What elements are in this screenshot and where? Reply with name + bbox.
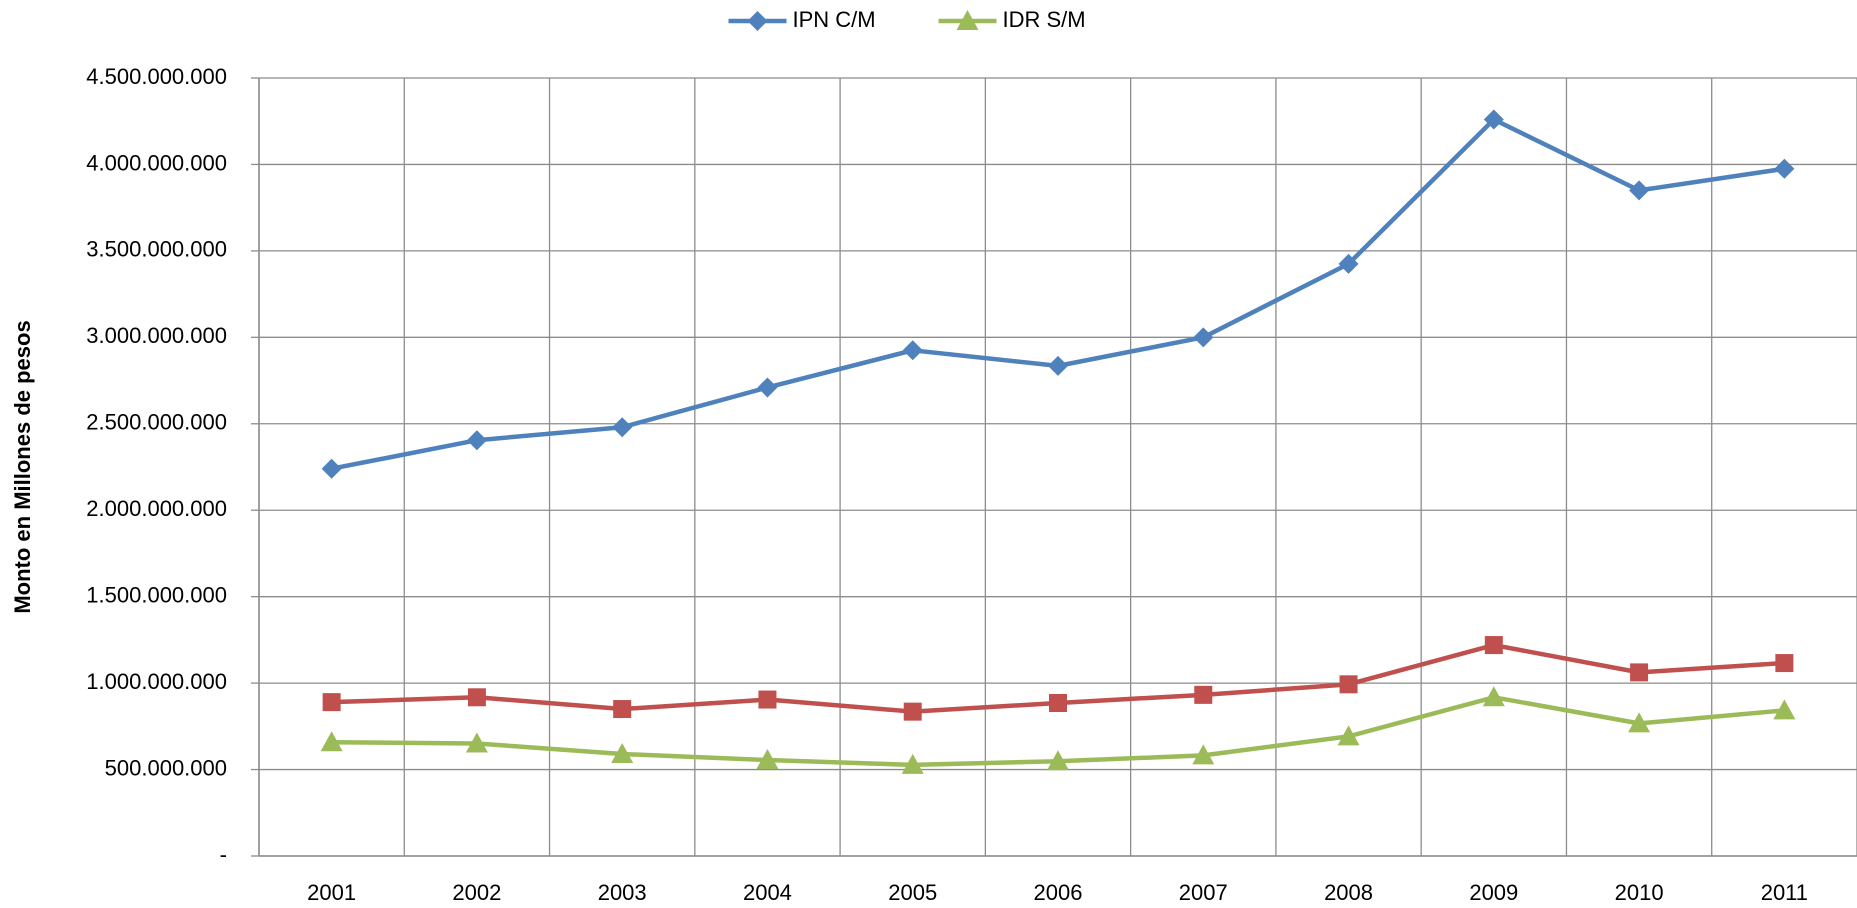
data-point (758, 690, 777, 709)
data-point (467, 688, 486, 707)
y-tick-label: 2.500.000.000 (86, 410, 227, 435)
data-point (1193, 327, 1214, 348)
data-point (756, 749, 779, 770)
x-tick-label: 2011 (1761, 880, 1808, 905)
data-point (1628, 712, 1651, 733)
y-tick-label: 3.500.000.000 (86, 237, 227, 262)
data-point (1630, 663, 1649, 682)
x-tick-label: 2008 (1324, 880, 1373, 905)
data-point (1482, 686, 1505, 707)
x-tick-label: 2007 (1179, 880, 1228, 905)
data-point (1338, 253, 1359, 274)
x-tick-label: 2005 (888, 880, 937, 905)
legend-marker (747, 11, 768, 31)
data-point (901, 753, 924, 774)
legend-label: IPN C/M (793, 7, 876, 32)
data-point (903, 702, 922, 721)
y-tick-label: 4.500.000.000 (86, 64, 227, 89)
x-tick-label: 2010 (1615, 880, 1664, 905)
x-tick-label: 2003 (598, 880, 647, 905)
y-tick-label: 3.000.000.000 (86, 323, 227, 348)
y-tick-label: 2.000.000.000 (86, 496, 227, 521)
data-point (757, 377, 778, 398)
data-point (1629, 180, 1650, 201)
y-axis-title: Monto en Millones de pesos (10, 320, 35, 613)
data-point (902, 340, 923, 361)
data-point (1047, 750, 1069, 771)
data-point (1483, 109, 1504, 130)
data-point (466, 430, 487, 451)
x-tick-label: 2004 (743, 880, 792, 905)
data-point (1194, 685, 1213, 704)
x-tick-label: 2002 (452, 880, 501, 905)
x-tick-label: 2006 (1034, 880, 1083, 905)
data-point (320, 731, 343, 752)
data-point (1192, 744, 1215, 765)
data-point (1339, 675, 1358, 694)
data-point (1049, 693, 1067, 712)
data-point (612, 417, 633, 438)
data-point (465, 732, 488, 753)
data-point (611, 742, 634, 763)
x-tick-label: 2001 (307, 880, 356, 905)
y-tick-label: 500.000.000 (105, 755, 227, 780)
x-tick-label: 2009 (1469, 880, 1518, 905)
legend-label: IDR S/M (1003, 7, 1086, 32)
y-tick-label: 4.000.000.000 (86, 150, 227, 175)
y-tick-label: 1.500.000.000 (86, 582, 227, 607)
data-point (1048, 355, 1068, 376)
data-point (322, 693, 341, 712)
data-point (613, 700, 632, 719)
data-point (1774, 158, 1795, 179)
data-point (1337, 725, 1360, 746)
data-point (1775, 654, 1794, 673)
data-point (1773, 699, 1796, 720)
y-tick-label: 1.000.000.000 (86, 669, 227, 694)
legend-marker (956, 10, 979, 30)
data-point (1484, 636, 1503, 655)
data-point (321, 458, 342, 479)
y-tick-label: - (220, 842, 227, 867)
